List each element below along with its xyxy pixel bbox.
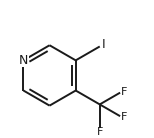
Text: F: F — [97, 127, 103, 137]
Text: N: N — [19, 54, 28, 67]
Text: F: F — [121, 112, 127, 122]
Text: F: F — [121, 87, 127, 97]
Text: I: I — [102, 38, 106, 51]
